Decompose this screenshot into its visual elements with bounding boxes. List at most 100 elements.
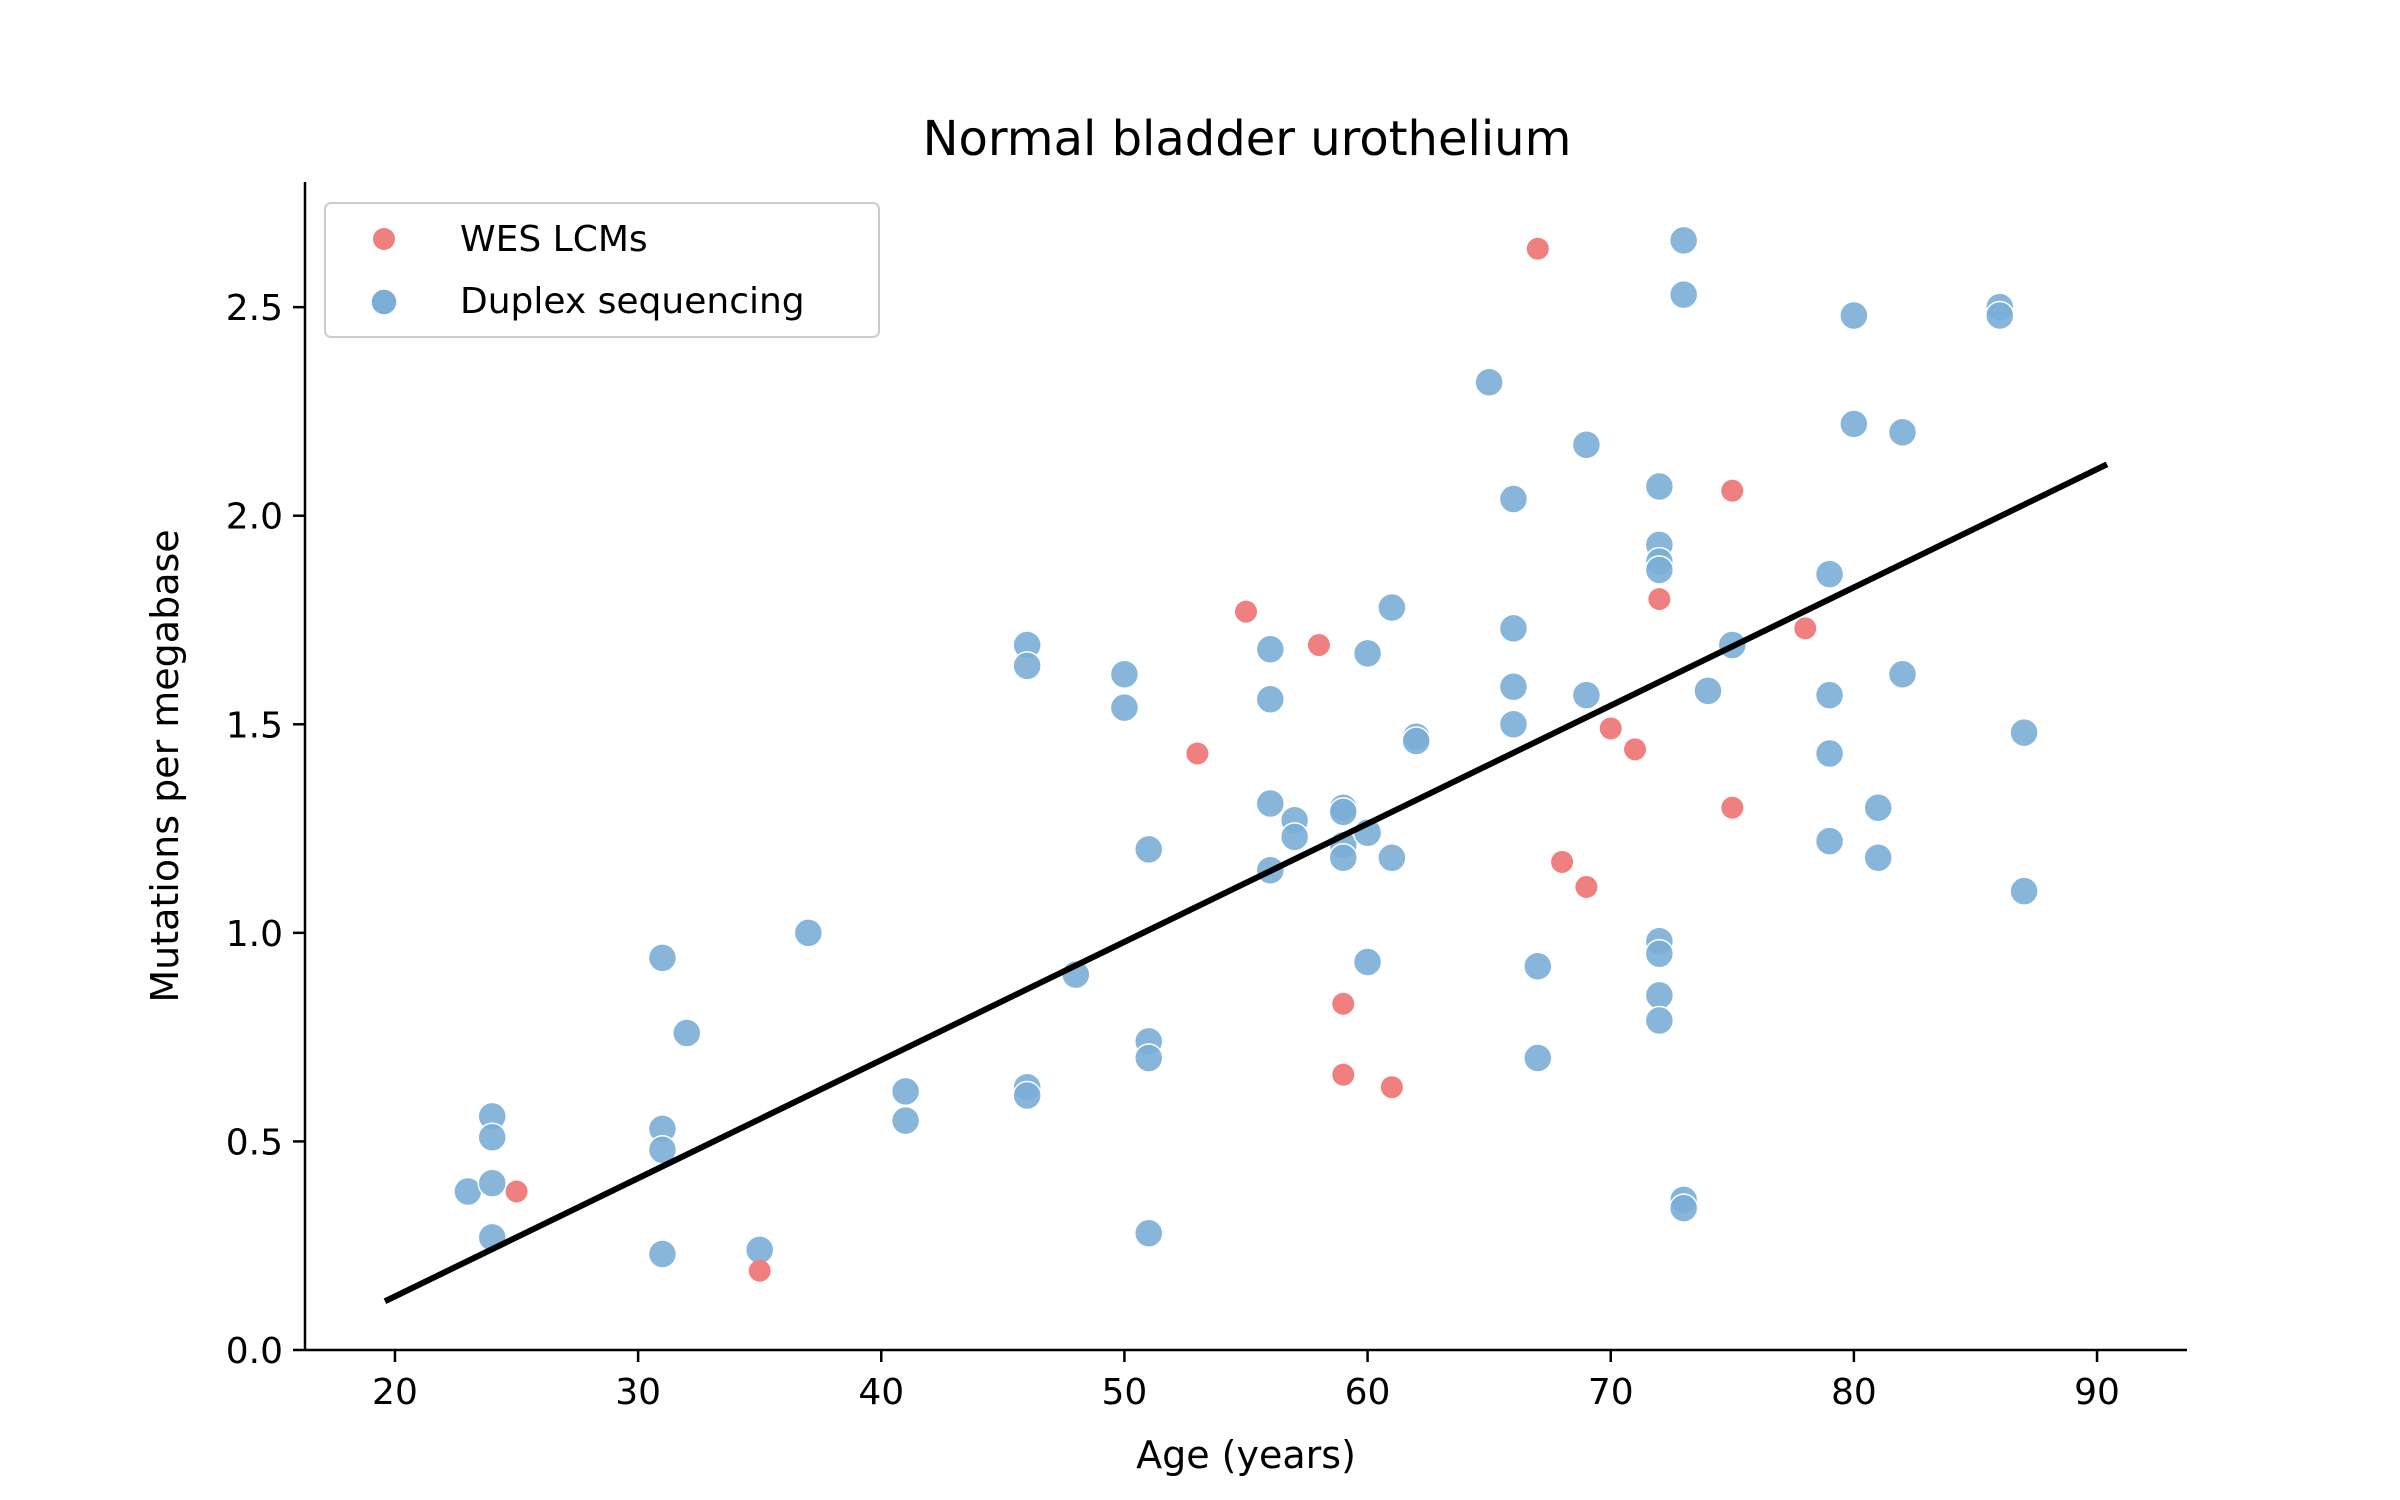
duplex-sequencing-point	[647, 1239, 678, 1269]
legend-box	[324, 202, 880, 338]
duplex-sequencing-point	[1668, 225, 1699, 256]
duplex-sequencing-point	[1985, 300, 2015, 331]
duplex-sequencing-point	[2009, 876, 2039, 906]
y-tick-label: 1.0	[226, 914, 283, 955]
duplex-sequencing-point	[1644, 555, 1675, 585]
duplex-sequencing-point	[1328, 797, 1359, 827]
wes-lcm-point	[1186, 742, 1209, 765]
duplex-sequencing-point	[1012, 1080, 1042, 1111]
duplex-sequencing-point	[1814, 680, 1845, 710]
wes-lcm-point	[1332, 1063, 1355, 1086]
x-tick-label: 50	[1102, 1372, 1148, 1413]
duplex-sequencing-point	[1523, 951, 1553, 981]
x-axis-ticks: 20 30 40 50 60 70 80 90	[372, 1350, 2120, 1413]
duplex-sequencing-point	[1279, 822, 1310, 852]
legend-marker-wes	[373, 228, 395, 250]
duplex-sequencing-point	[1571, 430, 1602, 460]
duplex-sequencing-point	[1401, 726, 1431, 756]
legend-label-wes: WES LCMs	[460, 219, 648, 260]
duplex-sequencing-point	[1644, 1005, 1675, 1036]
duplex-sequencing-point	[1328, 843, 1359, 873]
duplex-sequencing-point	[1012, 651, 1042, 681]
wes-lcm-point	[1526, 237, 1549, 260]
duplex-sequencing-point	[1498, 484, 1529, 514]
wes-lcm-point	[1235, 600, 1257, 623]
duplex-sequencing-point	[1814, 826, 1845, 856]
duplex-sequencing-point	[1668, 279, 1699, 310]
duplex-sequencing-point	[1498, 671, 1529, 702]
wes-lcm-point	[1332, 992, 1355, 1015]
y-axis-label: Mutations per megabase	[143, 529, 187, 1002]
y-tick-label: 2.0	[226, 497, 283, 538]
y-axis-ticks: 0.0 0.5 1.0 1.5 2.0 2.5	[226, 288, 305, 1372]
x-tick-label: 80	[1831, 1372, 1877, 1413]
duplex-sequencing-point	[1644, 980, 1675, 1011]
legend: WES LCMs Duplex sequencing	[324, 202, 880, 338]
wes-lcm-point	[1380, 1076, 1403, 1099]
duplex-sequencing-point	[1863, 792, 1893, 823]
duplex-sequencing-point	[1814, 559, 1845, 589]
duplex-sequencing-point	[1668, 1193, 1699, 1223]
y-tick-label: 1.5	[226, 705, 283, 746]
duplex-sequencing-point	[1644, 471, 1675, 502]
wes-lcm-point	[1551, 850, 1574, 873]
duplex-sequencing-point	[1352, 947, 1383, 977]
wes-lcm-point	[1624, 738, 1647, 761]
duplex-sequencing-point	[1644, 938, 1675, 969]
x-tick-label: 20	[372, 1372, 418, 1413]
regression-line	[383, 461, 2109, 1304]
duplex-sequencing-point	[2009, 717, 2039, 748]
duplex-sequencing-point	[477, 1122, 507, 1153]
duplex-sequencing-point	[1133, 834, 1164, 865]
y-tick-label: 0.0	[226, 1331, 283, 1372]
x-tick-label: 40	[858, 1372, 904, 1413]
wes-lcm-point	[1307, 634, 1330, 657]
duplex-sequencing-point	[744, 1235, 775, 1265]
duplex-sequencing-point	[1498, 709, 1529, 740]
wes-lcm-point	[1599, 717, 1622, 740]
duplex-sequencing-point	[1887, 417, 1918, 448]
wes-lcm-point	[1721, 796, 1744, 819]
duplex-sequencing-point	[1693, 676, 1723, 706]
legend-marker-duplex	[370, 288, 398, 316]
duplex-sequencing-point	[1133, 1218, 1164, 1248]
chart-title: Normal bladder urothelium	[923, 111, 1572, 167]
wes-lcm-point	[1648, 588, 1671, 611]
wes-lcm-point	[748, 1259, 771, 1282]
x-tick-label: 90	[2074, 1372, 2120, 1413]
duplex-sequencing-point	[1814, 738, 1845, 769]
duplex-sequencing-point	[1352, 638, 1383, 669]
duplex-sequencing-point	[1255, 684, 1286, 715]
duplex-sequencing-point	[1523, 1043, 1553, 1073]
duplex-sequencing-point	[1498, 613, 1529, 644]
duplex-sequencing-point	[1887, 659, 1918, 689]
duplex-sequencing-point	[647, 943, 678, 973]
duplex-sequencing-point	[671, 1018, 702, 1048]
duplex-sequencing-point	[1109, 659, 1140, 689]
wes-lcm-point	[1721, 479, 1744, 502]
wes-lcm-point	[505, 1180, 528, 1203]
duplex-sequencing-point	[890, 1076, 921, 1107]
duplex-sequencing-point	[1839, 300, 1869, 331]
x-axis-label: Age (years)	[1136, 1433, 1356, 1477]
duplex-sequencing-point	[890, 1105, 921, 1136]
x-tick-label: 70	[1588, 1372, 1634, 1413]
duplex-sequencing-point	[1133, 1043, 1164, 1073]
wes-lcm-point	[1794, 617, 1817, 640]
duplex-sequencing-point	[1377, 843, 1407, 873]
duplex-sequencing-point	[477, 1168, 507, 1198]
y-tick-label: 0.5	[226, 1122, 283, 1163]
y-tick-label: 2.5	[226, 288, 283, 329]
x-tick-label: 60	[1345, 1372, 1391, 1413]
x-tick-label: 30	[615, 1372, 661, 1413]
duplex-sequencing-point	[1109, 692, 1140, 723]
duplex-sequencing-point	[1377, 592, 1407, 623]
legend-label-duplex: Duplex sequencing	[460, 281, 805, 322]
duplex-sequencing-point	[1474, 367, 1504, 397]
wes-lcm-point	[1575, 875, 1598, 898]
duplex-sequencing-point	[1571, 680, 1602, 710]
duplex-sequencing-point	[1255, 634, 1286, 664]
duplex-sequencing-point	[1255, 788, 1286, 819]
plot-area	[383, 225, 2109, 1304]
